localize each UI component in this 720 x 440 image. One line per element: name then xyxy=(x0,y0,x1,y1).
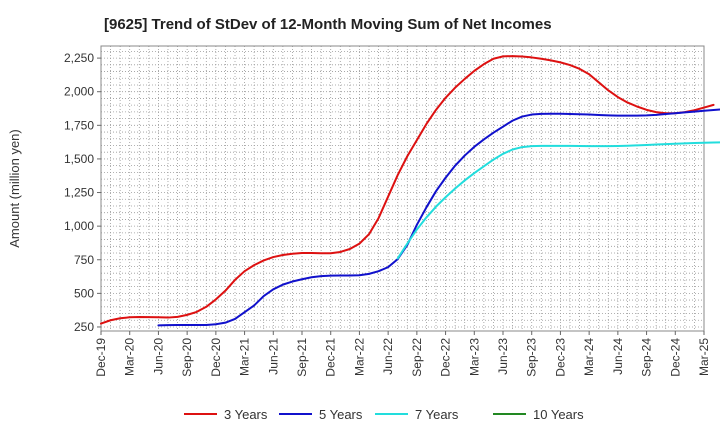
x-tick-label: Jun-23 xyxy=(496,338,510,375)
legend-label-2: 5 Years xyxy=(319,407,363,422)
x-tick-label: Mar-23 xyxy=(467,338,481,376)
x-tick-label: Jun-20 xyxy=(151,338,165,375)
x-tick-label: Sep-22 xyxy=(410,338,424,377)
y-tick-label: 1,250 xyxy=(64,186,94,200)
y-tick-label: 250 xyxy=(74,320,94,334)
legend-label-4: 10 Years xyxy=(533,407,584,422)
y-tick-label: 1,500 xyxy=(64,152,94,166)
x-tick-label: Mar-25 xyxy=(697,338,711,376)
x-tick-label: Sep-21 xyxy=(295,338,309,377)
y-tick-label: 500 xyxy=(74,286,94,300)
y-axis-title: Amount (million yen) xyxy=(7,129,22,248)
x-tick-label: Dec-19 xyxy=(94,338,108,377)
x-tick-label: Jun-22 xyxy=(381,338,395,375)
chart-title: [9625] Trend of StDev of 12-Month Moving… xyxy=(104,16,552,33)
x-tick-label: Dec-23 xyxy=(553,338,567,377)
y-tick-label: 1,750 xyxy=(64,118,94,132)
legend-label-3: 7 Years xyxy=(415,407,459,422)
series-line-2 xyxy=(157,108,720,327)
x-tick-label: Sep-24 xyxy=(640,338,654,377)
x-tick-label: Mar-22 xyxy=(352,338,366,376)
x-tick-label: Dec-22 xyxy=(439,338,453,377)
x-tick-label: Dec-21 xyxy=(324,338,338,377)
y-tick-label: 750 xyxy=(74,253,94,267)
series-line-1 xyxy=(100,55,715,325)
x-tick-label: Jun-21 xyxy=(266,338,280,375)
x-tick-label: Mar-20 xyxy=(123,338,137,376)
x-tick-label: Dec-20 xyxy=(209,338,223,377)
x-tick-label: Mar-21 xyxy=(238,338,252,376)
x-tick-label: Sep-23 xyxy=(525,338,539,377)
plot-border xyxy=(100,45,705,332)
legend-label-1: 3 Years xyxy=(224,407,268,422)
x-tick-label: Sep-20 xyxy=(180,338,194,377)
y-tick-label: 2,250 xyxy=(64,51,94,65)
y-tick-label: 2,000 xyxy=(64,85,94,99)
x-tick-label: Mar-24 xyxy=(582,338,596,376)
y-tick-label: 1,000 xyxy=(64,219,94,233)
series-line-3 xyxy=(396,141,720,260)
plot-area xyxy=(101,46,704,331)
x-tick-label: Dec-24 xyxy=(668,338,682,377)
x-tick-label: Jun-24 xyxy=(611,338,625,375)
